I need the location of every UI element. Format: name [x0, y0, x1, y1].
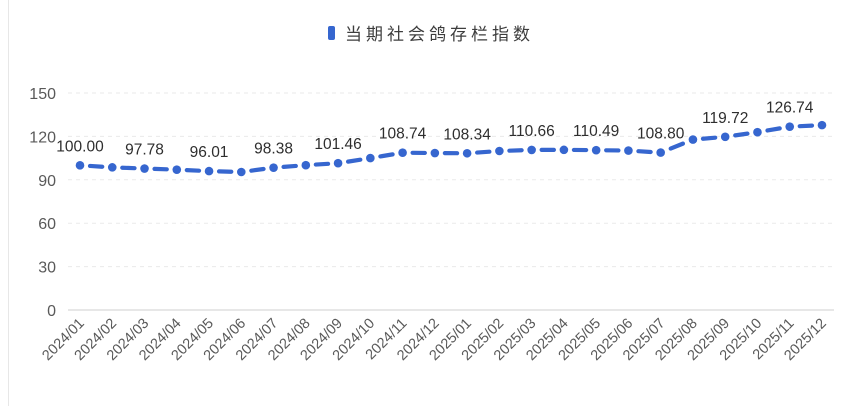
data-point: [204, 166, 214, 176]
y-tick-label: 0: [47, 303, 56, 320]
series-line-segment: [184, 168, 202, 173]
data-point: [785, 122, 795, 131]
data-point: [527, 145, 536, 155]
series-line-segment: [281, 163, 298, 170]
left-edge-line: [8, 0, 9, 406]
data-point: [237, 167, 246, 177]
data-point: [591, 145, 601, 155]
y-tick-label: 120: [29, 129, 56, 146]
data-point-label: 98.38: [254, 141, 293, 158]
chart-legend[interactable]: 当期社会鸽存栏指数: [0, 20, 862, 45]
y-tick-label: 60: [38, 216, 56, 233]
legend-marker: [328, 25, 335, 40]
series-line-segment: [700, 135, 718, 141]
series-line-segment: [765, 126, 782, 133]
series-line-segment: [636, 149, 653, 155]
data-point-label: 108.34: [443, 126, 491, 143]
y-tick-label: 90: [38, 173, 56, 190]
data-point: [107, 163, 117, 172]
data-point-label: 97.78: [125, 142, 164, 159]
data-point: [753, 127, 762, 137]
series-line-segment: [87, 163, 105, 169]
series-line-segment: [249, 166, 266, 173]
data-point: [720, 132, 730, 142]
data-point: [624, 146, 633, 155]
data-point: [140, 164, 149, 173]
data-point: [398, 148, 407, 157]
series-line-segment: [733, 131, 750, 138]
data-point: [688, 135, 698, 144]
data-point: [462, 148, 472, 158]
data-point-label: 108.80: [637, 126, 685, 143]
data-point-label: 126.74: [766, 100, 814, 117]
data-point: [495, 146, 504, 156]
data-point-label: 108.74: [379, 126, 427, 143]
series-line-segment: [378, 152, 395, 159]
data-point-label: 96.01: [190, 144, 229, 161]
data-point: [559, 145, 569, 155]
series-line-segment: [313, 161, 331, 167]
data-point: [301, 160, 311, 170]
data-point-label: 119.72: [702, 110, 748, 127]
data-point-label: 100.00: [56, 138, 104, 155]
data-point: [430, 148, 440, 158]
data-point-label: 110.49: [573, 123, 619, 140]
data-point: [75, 161, 85, 170]
data-point: [817, 120, 827, 130]
series-line-segment: [475, 149, 492, 155]
series-line-segment: [345, 157, 363, 164]
data-point-label: 110.66: [509, 123, 555, 140]
series-line-segment: [668, 141, 686, 151]
data-point: [656, 148, 665, 157]
series-line-segment: [797, 123, 815, 129]
data-point: [366, 153, 375, 163]
y-tick-label: 150: [29, 86, 56, 103]
legend-label: 当期社会鸽存栏指数: [345, 25, 534, 44]
data-point: [333, 158, 343, 168]
y-tick-label: 30: [38, 260, 56, 277]
data-point: [172, 165, 182, 174]
data-point: [269, 163, 278, 172]
data-point-label: 101.46: [314, 136, 361, 153]
